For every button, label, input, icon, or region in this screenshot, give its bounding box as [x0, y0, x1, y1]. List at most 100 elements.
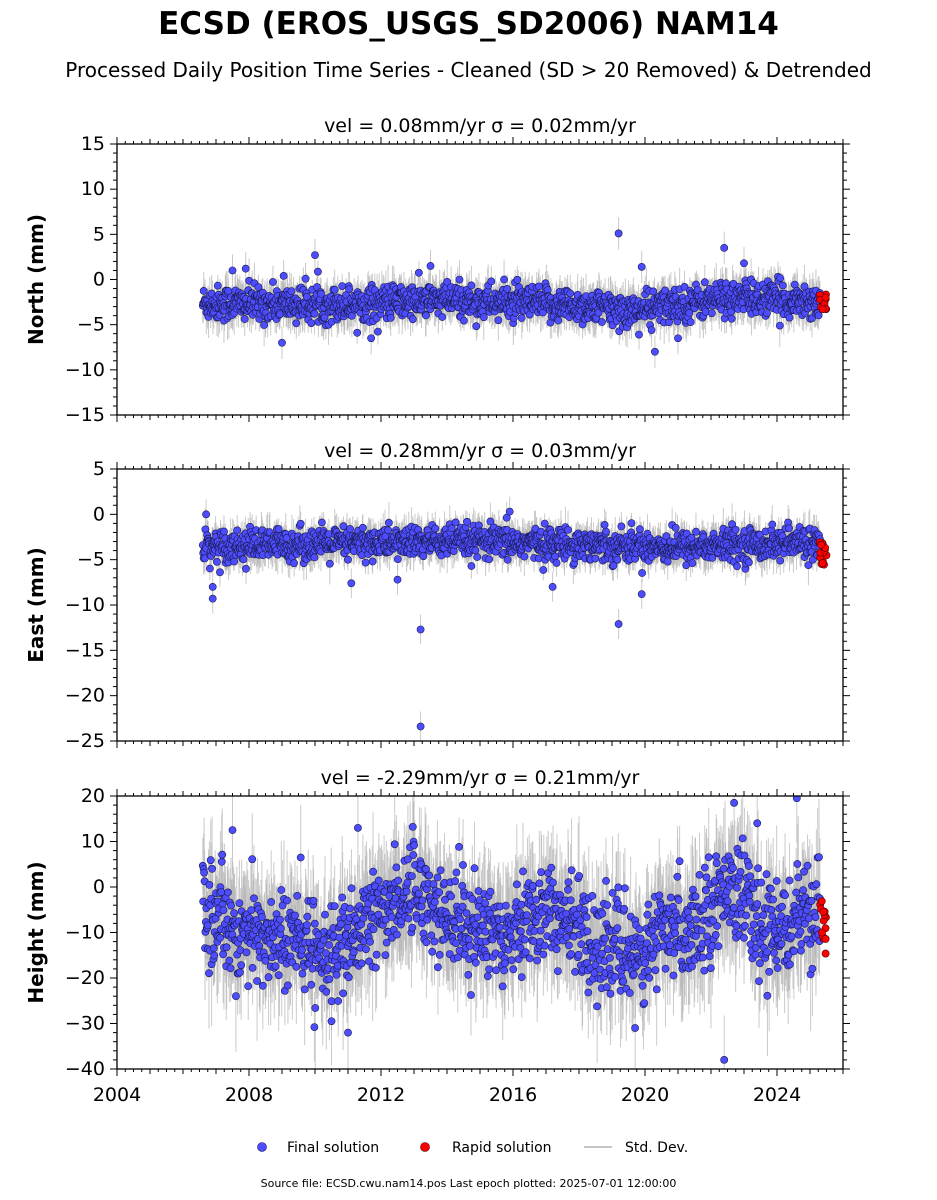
final-point	[268, 278, 277, 286]
final-point	[778, 281, 787, 290]
final-point	[443, 277, 452, 286]
final-point	[535, 282, 543, 291]
final-point	[814, 311, 823, 320]
final-point	[242, 564, 250, 573]
final-point	[414, 268, 423, 277]
rapid-points-north	[816, 290, 831, 314]
final-point	[296, 519, 305, 528]
final-point	[361, 558, 370, 567]
final-point	[213, 281, 222, 290]
final-point	[373, 327, 382, 336]
final-point	[317, 289, 325, 298]
final-point	[320, 313, 329, 322]
final-point	[353, 328, 362, 337]
final-point	[674, 334, 682, 343]
final-point	[317, 518, 326, 527]
final-point	[205, 564, 214, 573]
final-point	[384, 526, 392, 535]
final-point	[707, 309, 716, 318]
y-tick-label: −15	[65, 404, 105, 426]
final-point	[686, 318, 695, 326]
final-point	[278, 338, 286, 347]
final-point	[503, 284, 512, 293]
final-point	[330, 285, 339, 294]
final-point	[680, 282, 689, 291]
final-point	[233, 526, 242, 535]
final-point	[408, 315, 417, 324]
final-point	[339, 522, 348, 531]
final-point	[346, 525, 354, 533]
final-point	[720, 243, 729, 252]
final-point	[500, 275, 508, 284]
final-point	[241, 264, 250, 273]
final-point	[455, 275, 464, 284]
final-point	[517, 314, 526, 322]
final-point	[290, 559, 298, 568]
y-tick-label: 15	[81, 133, 105, 155]
final-point	[479, 313, 488, 322]
final-point	[635, 330, 643, 339]
final-point	[368, 557, 377, 566]
final-point	[459, 316, 468, 325]
final-point	[292, 319, 301, 328]
final-point	[785, 313, 794, 322]
final-point	[649, 287, 658, 296]
y-tick-label: −10	[65, 359, 105, 381]
panel-north: −15 −10 −5 0 5 10 15 vel = 0.08mm/yr σ = 0.02mm…	[24, 115, 850, 426]
final-point	[310, 553, 319, 562]
plot-area-east	[198, 496, 831, 741]
final-points-east	[198, 507, 824, 731]
final-point	[386, 313, 395, 322]
final-point	[727, 314, 736, 323]
final-point	[313, 267, 322, 276]
final-point	[494, 316, 503, 325]
final-point	[426, 262, 435, 270]
final-point	[343, 555, 352, 564]
rapid-point	[818, 305, 827, 314]
final-point	[367, 334, 375, 343]
final-point	[776, 274, 785, 282]
final-point	[310, 309, 319, 318]
y-tick-label: −5	[77, 314, 105, 336]
final-point	[651, 347, 659, 356]
final-point	[647, 326, 656, 334]
final-point	[661, 286, 669, 295]
final-point	[220, 527, 228, 536]
final-point	[307, 319, 316, 327]
y-axis-label: North (mm)	[24, 214, 48, 345]
rapid-point	[821, 293, 830, 302]
final-point	[338, 282, 347, 290]
final-point	[614, 229, 623, 238]
final-point	[763, 309, 771, 317]
final-point	[311, 251, 319, 260]
panel-title: vel = 0.08mm/yr σ = 0.02mm/yr	[324, 115, 636, 137]
final-point	[325, 559, 334, 568]
final-point	[438, 313, 447, 321]
final-point	[345, 285, 354, 294]
final-point	[775, 321, 784, 330]
final-point	[358, 523, 367, 532]
final-point	[598, 318, 606, 326]
y-tick-label: 10	[81, 178, 105, 200]
final-point	[274, 525, 283, 533]
final-point	[472, 322, 481, 331]
final-point	[685, 308, 694, 317]
final-point	[487, 277, 496, 286]
final-point	[199, 286, 208, 295]
final-point	[467, 281, 476, 290]
final-point	[216, 568, 224, 577]
final-point	[287, 287, 296, 295]
final-point	[566, 289, 575, 298]
plot-area-north	[198, 217, 831, 369]
final-point	[700, 278, 709, 287]
final-point	[393, 555, 402, 563]
final-point	[260, 321, 268, 329]
final-point	[240, 315, 249, 323]
final-point	[230, 557, 238, 566]
final-point	[513, 275, 522, 284]
final-point	[594, 308, 603, 317]
final-point	[279, 271, 288, 280]
y-tick-label: 0	[93, 269, 105, 291]
